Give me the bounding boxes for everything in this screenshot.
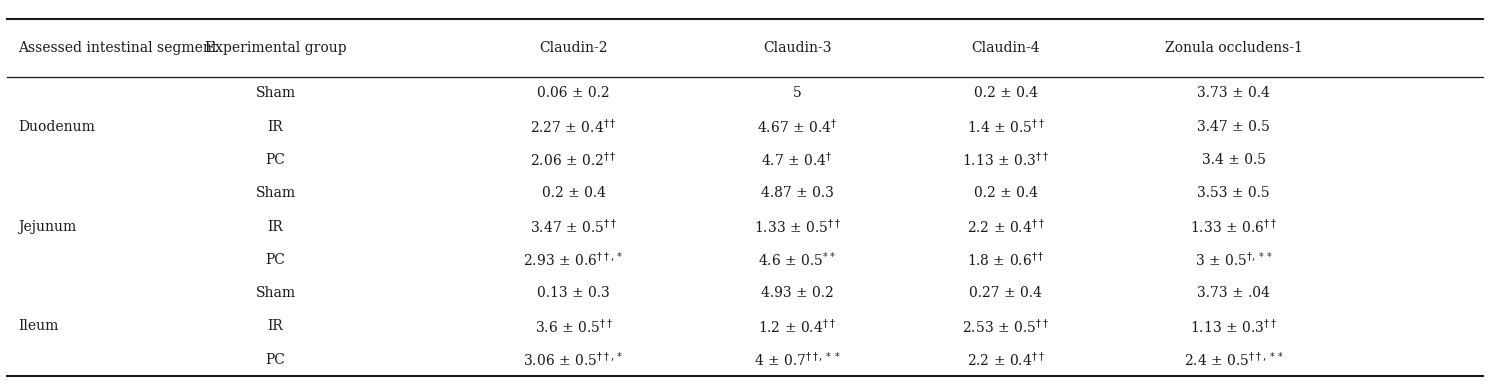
Text: 0.2 ± 0.4: 0.2 ± 0.4: [974, 186, 1037, 200]
Text: 2.06 ± 0.2$^{\dagger\dagger}$: 2.06 ± 0.2$^{\dagger\dagger}$: [530, 151, 617, 169]
Text: 2.93 ± 0.6$^{\dagger\dagger,*}$: 2.93 ± 0.6$^{\dagger\dagger,*}$: [523, 250, 624, 269]
Text: IR: IR: [268, 120, 283, 134]
Text: PC: PC: [265, 353, 286, 367]
Text: Sham: Sham: [256, 86, 295, 101]
Text: 1.33 ± 0.6$^{\dagger\dagger}$: 1.33 ± 0.6$^{\dagger\dagger}$: [1191, 217, 1277, 236]
Text: 1.13 ± 0.3$^{\dagger\dagger}$: 1.13 ± 0.3$^{\dagger\dagger}$: [1191, 317, 1277, 336]
Text: 0.27 ± 0.4: 0.27 ± 0.4: [970, 286, 1042, 300]
Text: 4.7 ± 0.4$^{\dagger}$: 4.7 ± 0.4$^{\dagger}$: [761, 151, 833, 169]
Text: 3.47 ± 0.5: 3.47 ± 0.5: [1198, 120, 1269, 134]
Text: 1.8 ± 0.6$^{\dagger\dagger}$: 1.8 ± 0.6$^{\dagger\dagger}$: [967, 250, 1044, 269]
Text: 2.2 ± 0.4$^{\dagger\dagger}$: 2.2 ± 0.4$^{\dagger\dagger}$: [967, 217, 1044, 236]
Text: IR: IR: [268, 220, 283, 233]
Text: PC: PC: [265, 253, 286, 267]
Text: Duodenum: Duodenum: [18, 120, 95, 134]
Text: Claudin-3: Claudin-3: [763, 41, 831, 55]
Text: 0.2 ± 0.4: 0.2 ± 0.4: [974, 86, 1037, 101]
Text: 0.13 ± 0.3: 0.13 ± 0.3: [538, 286, 609, 300]
Text: Experimental group: Experimental group: [204, 41, 347, 55]
Text: 4.87 ± 0.3: 4.87 ± 0.3: [761, 186, 833, 200]
Text: 3.53 ± 0.5: 3.53 ± 0.5: [1198, 186, 1269, 200]
Text: Claudin-4: Claudin-4: [971, 41, 1040, 55]
Text: 4.67 ± 0.4$^{\dagger}$: 4.67 ± 0.4$^{\dagger}$: [757, 118, 837, 136]
Text: 0.2 ± 0.4: 0.2 ± 0.4: [542, 186, 605, 200]
Text: 4 ± 0.7$^{\dagger\dagger,**}$: 4 ± 0.7$^{\dagger\dagger,**}$: [754, 350, 840, 369]
Text: Zonula occludens-1: Zonula occludens-1: [1165, 41, 1302, 55]
Text: 3.73 ± 0.4: 3.73 ± 0.4: [1198, 86, 1269, 101]
Text: 3.47 ± 0.5$^{\dagger\dagger}$: 3.47 ± 0.5$^{\dagger\dagger}$: [530, 217, 617, 236]
Text: Claudin-2: Claudin-2: [539, 41, 608, 55]
Text: IR: IR: [268, 319, 283, 333]
Text: 3 ± 0.5$^{\dagger,**}$: 3 ± 0.5$^{\dagger,**}$: [1195, 250, 1272, 269]
Text: 3.06 ± 0.5$^{\dagger\dagger,*}$: 3.06 ± 0.5$^{\dagger\dagger,*}$: [523, 350, 624, 369]
Text: Sham: Sham: [256, 186, 295, 200]
Text: 1.13 ± 0.3$^{\dagger\dagger}$: 1.13 ± 0.3$^{\dagger\dagger}$: [963, 151, 1049, 169]
Text: 3.73 ± .04: 3.73 ± .04: [1198, 286, 1269, 300]
Text: PC: PC: [265, 153, 286, 167]
Text: 2.2 ± 0.4$^{\dagger\dagger}$: 2.2 ± 0.4$^{\dagger\dagger}$: [967, 350, 1044, 369]
Text: 1.4 ± 0.5$^{\dagger\dagger}$: 1.4 ± 0.5$^{\dagger\dagger}$: [967, 118, 1044, 136]
Text: 3.6 ± 0.5$^{\dagger\dagger}$: 3.6 ± 0.5$^{\dagger\dagger}$: [535, 317, 612, 336]
Text: Assessed intestinal segment: Assessed intestinal segment: [18, 41, 218, 55]
Text: 2.27 ± 0.4$^{\dagger\dagger}$: 2.27 ± 0.4$^{\dagger\dagger}$: [530, 118, 617, 136]
Text: Jejunum: Jejunum: [18, 220, 76, 233]
Text: Sham: Sham: [256, 286, 295, 300]
Text: Ileum: Ileum: [18, 319, 58, 333]
Text: 5: 5: [793, 86, 802, 101]
Text: 2.53 ± 0.5$^{\dagger\dagger}$: 2.53 ± 0.5$^{\dagger\dagger}$: [963, 317, 1049, 336]
Text: 3.4 ± 0.5: 3.4 ± 0.5: [1202, 153, 1265, 167]
Text: 1.2 ± 0.4$^{\dagger\dagger}$: 1.2 ± 0.4$^{\dagger\dagger}$: [758, 317, 836, 336]
Text: 1.33 ± 0.5$^{\dagger\dagger}$: 1.33 ± 0.5$^{\dagger\dagger}$: [754, 217, 840, 236]
Text: 4.6 ± 0.5$^{**}$: 4.6 ± 0.5$^{**}$: [758, 250, 836, 269]
Text: 4.93 ± 0.2: 4.93 ± 0.2: [761, 286, 833, 300]
Text: 2.4 ± 0.5$^{\dagger\dagger,**}$: 2.4 ± 0.5$^{\dagger\dagger,**}$: [1183, 350, 1284, 369]
Text: 0.06 ± 0.2: 0.06 ± 0.2: [538, 86, 609, 101]
